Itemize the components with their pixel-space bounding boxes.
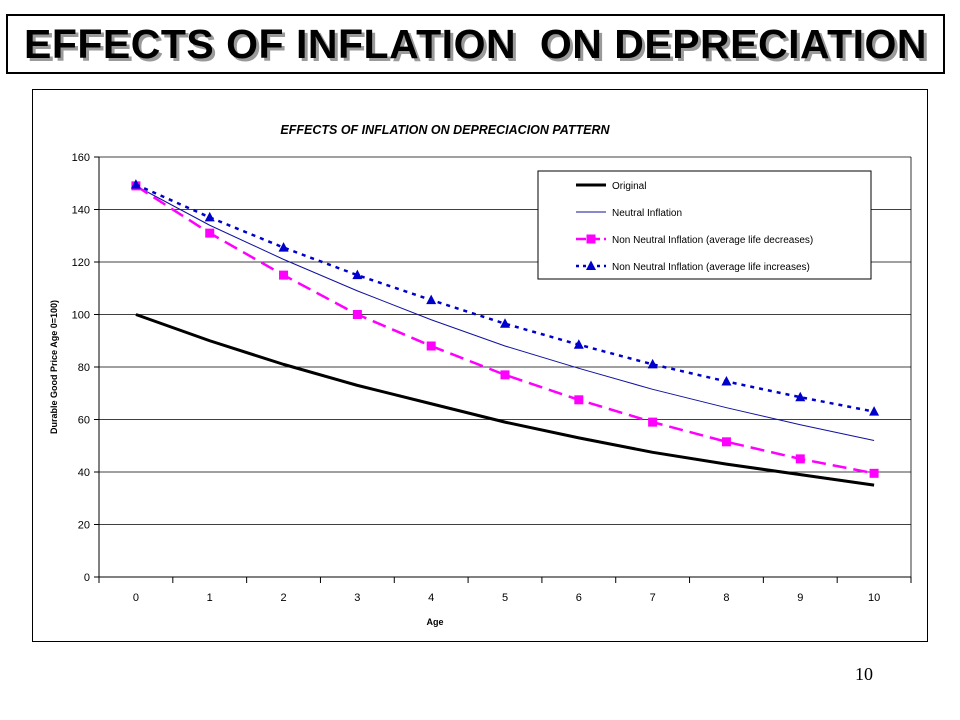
y-tick-label: 60: [78, 415, 90, 427]
legend-label-3: Non Neutral Inflation (average life decr…: [612, 235, 813, 246]
series-4-point: [573, 339, 584, 349]
series-4-point: [795, 391, 806, 402]
series-line-2: [135, 185, 875, 441]
y-tick-label: 100: [72, 310, 90, 322]
legend-marker-4: [586, 260, 596, 270]
series-3-point: [500, 370, 510, 380]
y-tick-label: 40: [78, 467, 90, 479]
slide-title: EFFECTS OF INFLATION ON DEPRECIATION: [23, 20, 928, 67]
series-3-point: [795, 454, 805, 464]
title-box: EFFECTS OF INFLATION ON DEPRECIATION: [6, 14, 945, 74]
x-tick-label: 4: [428, 592, 434, 604]
series-line-3: [135, 184, 875, 475]
series-3-point: [648, 417, 658, 427]
x-tick-label: 9: [797, 592, 803, 604]
y-tick-label: 120: [72, 257, 90, 269]
y-tick-label: 140: [72, 205, 90, 217]
series-3-point: [574, 395, 584, 405]
chart-frame: EFFECTS OF INFLATION ON DEPRECIACION PAT…: [32, 89, 928, 642]
x-tick-label: 1: [207, 592, 213, 604]
legend-label-1: Original: [612, 181, 646, 192]
x-tick-label: 0: [133, 592, 139, 604]
x-tick-label: 8: [723, 592, 729, 604]
y-tick-label: 80: [78, 362, 90, 374]
series-4-point: [869, 406, 880, 416]
series-line-4: [135, 183, 875, 413]
chart-title: EFFECTS OF INFLATION ON DEPRECIACION PAT…: [280, 123, 610, 137]
series-4-point: [721, 375, 732, 386]
line-chart: EFFECTS OF INFLATION ON DEPRECIACION PAT…: [49, 123, 912, 627]
series-4-point: [647, 358, 658, 369]
series-3-point: [721, 437, 731, 447]
series-3-point: [279, 270, 289, 280]
x-tick-label: 10: [868, 592, 880, 604]
y-tick-label: 0: [84, 572, 90, 584]
series-3-point: [352, 310, 362, 319]
series-4-point: [278, 242, 289, 252]
x-tick-label: 6: [576, 592, 582, 604]
series-3-point: [205, 228, 215, 238]
x-tick-label: 7: [650, 592, 656, 604]
x-tick-label: 3: [354, 592, 360, 604]
y-tick-label: 20: [78, 520, 90, 532]
series-3-point: [869, 468, 879, 478]
x-tick-label: 2: [280, 592, 286, 604]
legend-marker-3: [586, 234, 596, 244]
x-axis-label: Age: [426, 617, 443, 627]
series-4-point: [130, 179, 141, 189]
y-axis-label: Durable Good Price Age 0=100): [49, 300, 59, 434]
legend-box: [537, 170, 872, 280]
series-4-point: [352, 269, 363, 280]
series-3-point: [426, 341, 436, 351]
series-4-point: [426, 294, 437, 305]
series-line-1: [135, 313, 875, 487]
series-4-point: [204, 211, 215, 222]
page-number: 10: [855, 664, 873, 684]
legend-label-4: Non Neutral Inflation (average life incr…: [612, 262, 810, 273]
y-tick-label: 160: [72, 152, 90, 164]
series-4-point: [500, 318, 510, 328]
legend-label-2: Neutral Inflation: [612, 208, 682, 219]
x-tick-label: 5: [502, 592, 508, 604]
